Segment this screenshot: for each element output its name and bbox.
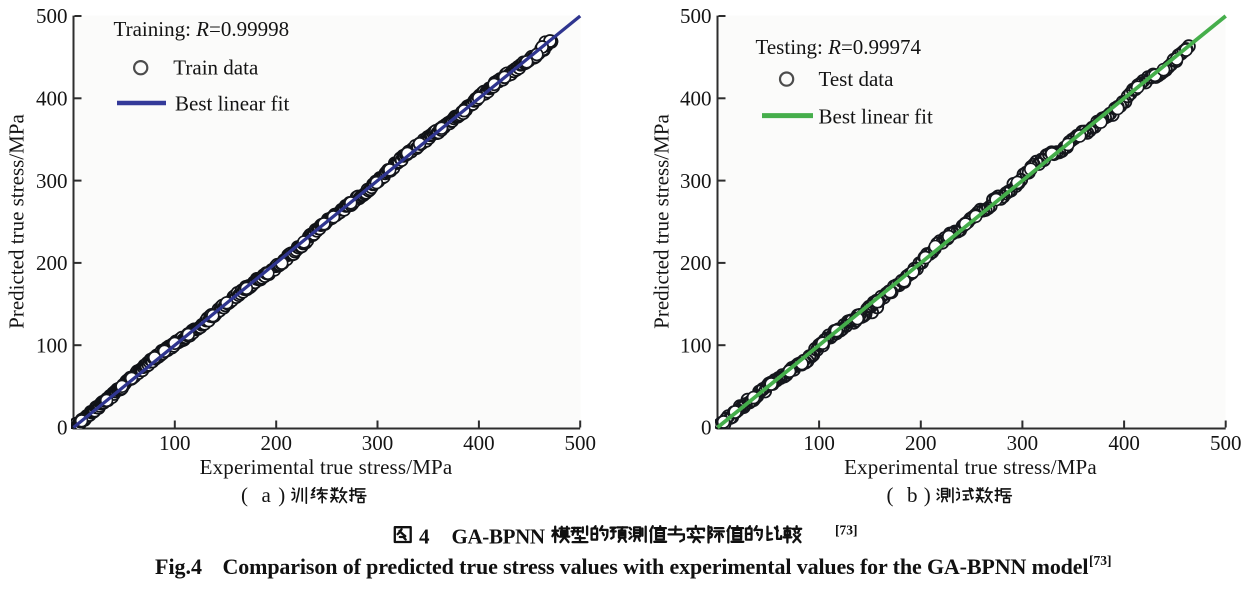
svg-text:Train data: Train data xyxy=(173,56,259,80)
svg-text:): ) xyxy=(278,483,285,507)
svg-text:200: 200 xyxy=(680,251,712,275)
svg-text:0: 0 xyxy=(57,416,68,440)
svg-text:200: 200 xyxy=(260,431,292,455)
svg-text:100: 100 xyxy=(680,333,712,357)
svg-text:400: 400 xyxy=(680,87,712,111)
svg-text:Training: R=0.99998: Training: R=0.99998 xyxy=(114,17,290,41)
svg-text:Test data: Test data xyxy=(819,67,895,91)
svg-text:0: 0 xyxy=(701,416,712,440)
svg-text:Fig.4: Fig.4 xyxy=(155,554,202,579)
svg-text:[73]: [73] xyxy=(835,523,858,538)
svg-text:Best linear fit: Best linear fit xyxy=(819,105,933,129)
svg-text:300: 300 xyxy=(362,431,394,455)
svg-text:GA-BPNN: GA-BPNN xyxy=(452,525,545,549)
svg-text:300: 300 xyxy=(680,169,712,193)
svg-text:100: 100 xyxy=(36,333,68,357)
svg-text:a: a xyxy=(262,483,272,507)
svg-text:Predicted true stress/MPa: Predicted true stress/MPa xyxy=(649,114,673,329)
svg-text:400: 400 xyxy=(463,431,495,455)
svg-text:100: 100 xyxy=(803,431,835,455)
svg-text:200: 200 xyxy=(905,431,937,455)
svg-text:400: 400 xyxy=(1108,431,1140,455)
svg-text:500: 500 xyxy=(564,431,596,455)
svg-text:300: 300 xyxy=(36,169,68,193)
svg-text:b: b xyxy=(907,483,918,507)
svg-text:(: ( xyxy=(887,483,894,507)
svg-text:500: 500 xyxy=(36,4,68,28)
svg-text:Experimental true stress/MPa: Experimental true stress/MPa xyxy=(200,455,453,479)
svg-text:(: ( xyxy=(241,483,248,507)
svg-text:100: 100 xyxy=(159,431,191,455)
svg-text:Best linear fit: Best linear fit xyxy=(175,92,289,116)
svg-text:Testing: R=0.99974: Testing: R=0.99974 xyxy=(756,35,922,59)
svg-text:): ) xyxy=(924,483,931,507)
svg-text:[73]: [73] xyxy=(1089,553,1112,568)
svg-text:200: 200 xyxy=(36,251,68,275)
svg-text:Comparison of predicted true s: Comparison of predicted true stress valu… xyxy=(223,554,1089,579)
svg-text:Predicted true stress/MPa: Predicted true stress/MPa xyxy=(5,114,29,329)
svg-text:500: 500 xyxy=(1210,431,1242,455)
svg-text:500: 500 xyxy=(680,4,712,28)
svg-text:400: 400 xyxy=(36,87,68,111)
svg-text:300: 300 xyxy=(1007,431,1039,455)
svg-text:Experimental true stress/MPa: Experimental true stress/MPa xyxy=(844,455,1097,479)
svg-text:4: 4 xyxy=(419,525,430,549)
